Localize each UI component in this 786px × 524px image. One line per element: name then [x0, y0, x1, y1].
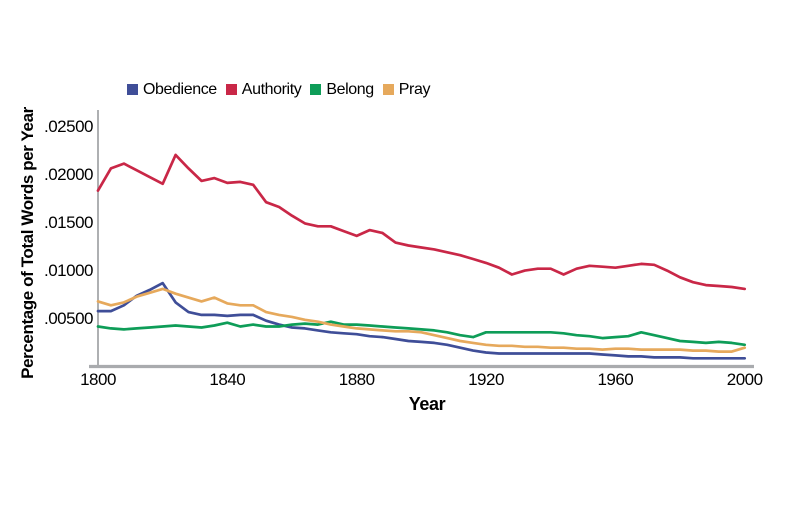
x-tick-label: 1920: [468, 370, 504, 389]
series-line-belong: [96, 320, 747, 347]
legend-item-authority: Authority: [225, 81, 302, 98]
y-tick-label: .01500: [44, 212, 94, 232]
y-tick-label: .02500: [44, 116, 94, 136]
y-tick-label: .02000: [44, 164, 94, 184]
x-tick-label: 1840: [209, 370, 246, 389]
legend-label: Authority: [241, 81, 302, 98]
legend-swatch-icon: [310, 84, 322, 95]
series-line-authority: [96, 153, 747, 291]
x-tick-label: 1880: [338, 370, 375, 389]
legend-item-belong: Belong: [310, 81, 374, 98]
x-tick-label: 1960: [597, 370, 634, 389]
x-tick-label: 1800: [80, 370, 116, 389]
series-line-obedience: [96, 281, 747, 360]
legend-swatch-icon: [225, 84, 237, 95]
legend-label: Pray: [398, 81, 431, 98]
legend-item-pray: Pray: [382, 81, 431, 98]
legend-swatch-icon: [382, 84, 394, 95]
legend-label: Belong: [326, 81, 374, 98]
legend-item-obedience: Obedience: [127, 81, 217, 98]
legend-swatch-icon: [127, 84, 138, 95]
x-tick-label: 2000: [726, 370, 763, 389]
series-line-pray: [96, 287, 747, 353]
legend: Obedience Authority Belong Pray: [127, 81, 431, 98]
y-tick-label: .00500: [44, 309, 94, 329]
legend-label: Obedience: [143, 81, 217, 98]
y-tick-label: .01000: [44, 261, 94, 281]
x-axis-title: Year: [408, 394, 446, 414]
